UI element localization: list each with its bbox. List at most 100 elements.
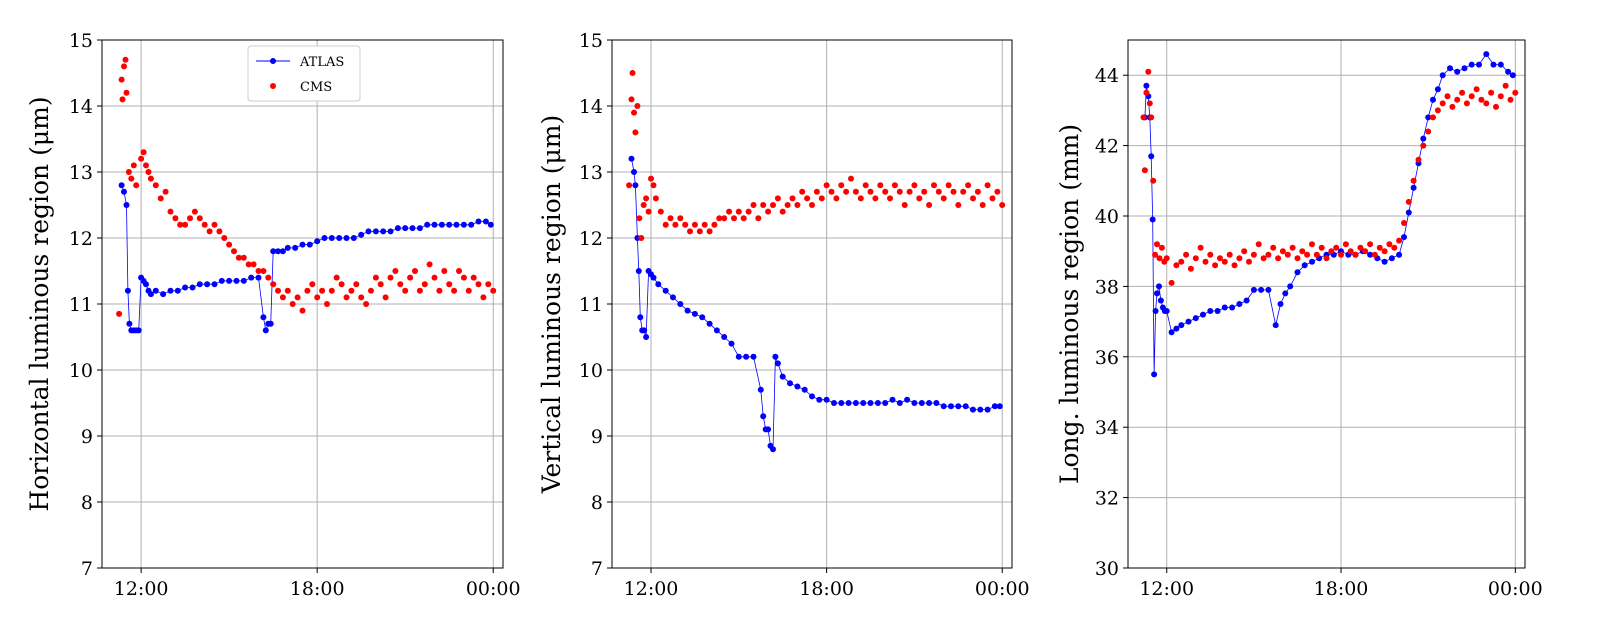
data-point-atlas <box>387 228 394 235</box>
data-point-atlas <box>977 406 984 413</box>
data-point-atlas <box>121 188 127 195</box>
data-point-cms <box>231 248 237 255</box>
data-point-atlas <box>677 301 684 307</box>
data-point-cms <box>1246 258 1252 265</box>
data-point-atlas <box>933 400 940 406</box>
data-point-atlas <box>482 218 489 225</box>
data-point-atlas <box>1301 262 1308 269</box>
data-point-cms <box>1512 89 1519 96</box>
data-point-cms <box>368 287 374 294</box>
data-point-atlas <box>948 403 954 410</box>
data-point-cms <box>629 70 636 76</box>
data-point-cms <box>363 301 370 307</box>
data-point-cms <box>299 307 306 314</box>
data-point-atlas <box>365 228 372 235</box>
data-point-cms <box>143 162 149 169</box>
data-point-cms <box>755 215 762 222</box>
data-point-cms <box>1396 237 1403 244</box>
y-tick-label: 30 <box>1095 558 1119 580</box>
data-point-cms <box>974 188 981 195</box>
data-point-cms <box>1497 93 1504 100</box>
data-point-cms <box>1207 251 1214 258</box>
data-point-atlas <box>631 169 637 175</box>
data-point-cms <box>848 175 854 182</box>
data-point-cms <box>804 195 811 202</box>
data-point-cms <box>926 202 933 208</box>
data-point-atlas <box>1483 51 1490 58</box>
data-point-atlas <box>794 383 801 390</box>
data-point-cms <box>784 202 791 208</box>
data-point-atlas <box>670 294 676 301</box>
data-point-cms <box>265 274 272 281</box>
data-point-atlas <box>1229 304 1236 311</box>
data-point-cms <box>118 76 125 83</box>
data-point-atlas <box>1221 304 1228 311</box>
data-point-cms <box>887 195 893 202</box>
data-point-cms <box>235 254 242 261</box>
data-point-cms <box>1241 248 1248 255</box>
data-point-atlas <box>1149 216 1156 223</box>
data-point-atlas <box>823 396 830 403</box>
data-point-cms <box>648 175 654 182</box>
data-point-atlas <box>1148 153 1155 160</box>
data-point-cms <box>465 287 472 294</box>
data-point-cms <box>672 221 679 228</box>
data-point-cms <box>119 96 126 103</box>
data-point-cms <box>387 274 394 281</box>
series-cms <box>1140 68 1519 286</box>
data-point-cms <box>1376 244 1383 251</box>
y-axis-label: Vertical luminous region (μm) <box>537 115 566 495</box>
data-point-cms <box>333 274 340 281</box>
data-point-cms <box>1163 255 1170 262</box>
data-point-cms <box>916 195 923 202</box>
data-point-cms <box>1265 251 1272 258</box>
data-point-cms <box>1158 244 1165 251</box>
data-point-cms <box>1463 100 1470 107</box>
data-point-cms <box>138 155 145 162</box>
data-point-atlas <box>1265 286 1272 293</box>
data-point-cms <box>940 195 947 202</box>
data-point-cms <box>446 281 453 288</box>
data-point-atlas <box>809 393 815 400</box>
data-point-cms <box>711 221 718 228</box>
data-point-atlas <box>226 277 233 284</box>
y-tick-label: 32 <box>1095 488 1119 510</box>
data-point-cms <box>431 274 438 281</box>
data-point-atlas <box>852 400 859 406</box>
y-tick-label: 15 <box>579 30 603 52</box>
y-tick-label: 15 <box>69 30 93 52</box>
data-point-cms <box>319 287 326 294</box>
data-point-cms <box>721 215 728 222</box>
data-point-cms <box>1333 244 1340 251</box>
data-point-cms <box>1154 241 1160 248</box>
data-point-atlas <box>182 284 189 291</box>
data-point-atlas <box>955 403 962 410</box>
data-point-cms <box>1420 142 1427 149</box>
data-point-cms <box>1255 241 1262 248</box>
data-point-cms <box>682 221 689 228</box>
data-point-cms <box>1187 265 1194 272</box>
data-point-cms <box>1143 89 1150 96</box>
data-point-cms <box>1328 248 1335 255</box>
data-point-cms <box>353 281 360 288</box>
data-point-atlas <box>889 396 896 403</box>
data-point-cms <box>862 182 869 189</box>
data-point-atlas <box>314 238 321 245</box>
data-point-cms <box>1425 128 1432 135</box>
data-point-cms <box>1313 251 1320 258</box>
data-point-cms <box>823 182 830 189</box>
data-point-atlas <box>292 244 299 251</box>
data-point-atlas <box>940 403 947 410</box>
data-point-atlas <box>765 426 772 433</box>
data-point-cms <box>706 228 713 235</box>
legend-cms-marker <box>270 83 276 89</box>
data-point-atlas <box>284 244 291 251</box>
data-point-atlas <box>1405 209 1412 216</box>
data-point-cms <box>843 188 850 195</box>
data-point-cms <box>470 274 477 281</box>
data-point-atlas <box>1192 315 1199 322</box>
data-point-atlas <box>267 320 274 327</box>
data-point-atlas <box>160 291 167 298</box>
data-point-cms <box>950 188 957 195</box>
data-point-atlas <box>1490 61 1497 68</box>
